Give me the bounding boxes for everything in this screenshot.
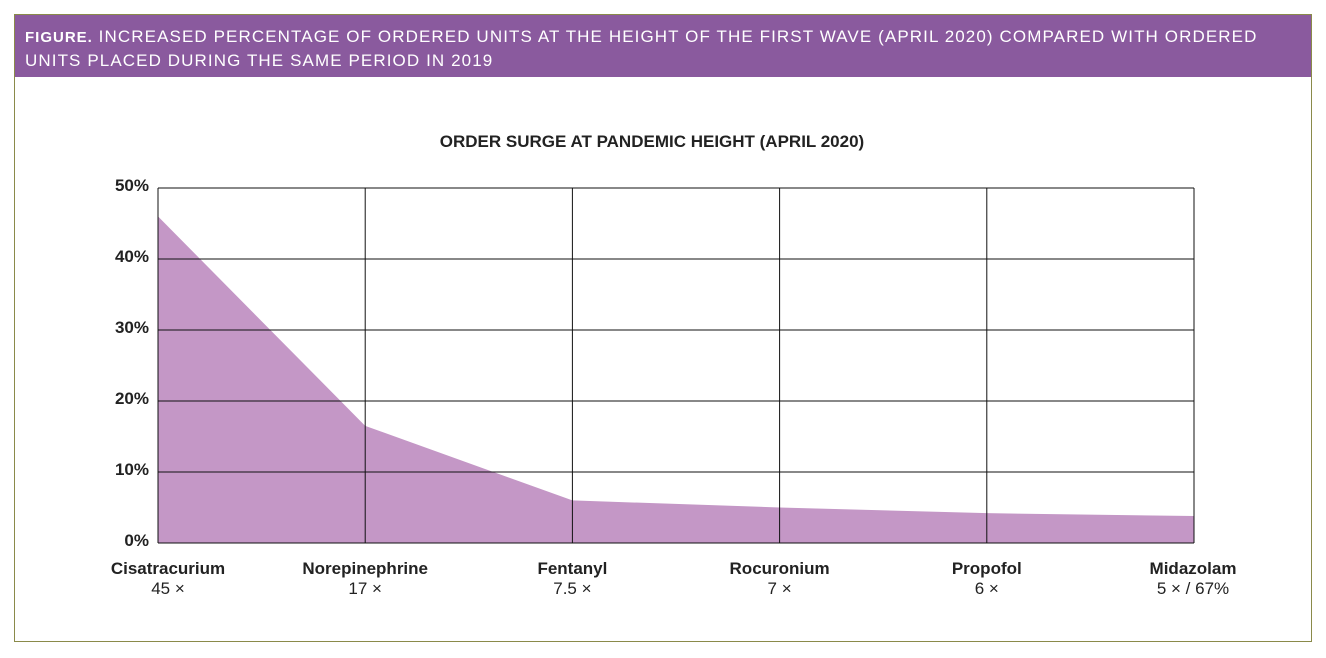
category-label-rocuronium: Rocuronium — [730, 559, 830, 578]
y-tick-label-10: 10% — [115, 460, 149, 479]
figure-caption: INCREASED PERCENTAGE OF ORDERED UNITS AT… — [25, 27, 1258, 70]
grid-layer — [157, 187, 1195, 544]
category-sublabel-cisatracurium: 45 × — [151, 579, 185, 598]
y-tick-label-50: 50% — [115, 176, 149, 195]
y-axis-ticks: 0% 10% 20% 30% 40% 50% — [115, 176, 149, 550]
category-label-fentanyl: Fentanyl — [537, 559, 607, 578]
category-label-propofol: Propofol — [952, 559, 1022, 578]
category-sublabel-rocuronium: 7 × — [768, 579, 792, 598]
figure-label: FIGURE. — [25, 29, 93, 46]
y-tick-label-40: 40% — [115, 247, 149, 266]
category-label-midazolam: Midazolam — [1150, 559, 1237, 578]
category-label-norepinephrine: Norepinephrine — [302, 559, 428, 578]
category-sublabel-midazolam: 5 × / 67% — [1157, 579, 1229, 598]
category-sublabel-fentanyl: 7.5 × — [553, 579, 591, 598]
area-layer — [157, 215, 1195, 543]
y-tick-label-20: 20% — [115, 389, 149, 408]
category-sublabel-propofol: 6 × — [975, 579, 999, 598]
figure-header: FIGURE. INCREASED PERCENTAGE OF ORDERED … — [15, 15, 1311, 77]
chart-title: ORDER SURGE AT PANDEMIC HEIGHT (APRIL 20… — [440, 132, 864, 151]
category-sublabel-norepinephrine: 17 × — [348, 579, 382, 598]
y-tick-label-0: 0% — [124, 531, 149, 550]
y-tick-label-30: 30% — [115, 318, 149, 337]
category-label-cisatracurium: Cisatracurium — [111, 559, 225, 578]
area-series — [158, 216, 1194, 543]
